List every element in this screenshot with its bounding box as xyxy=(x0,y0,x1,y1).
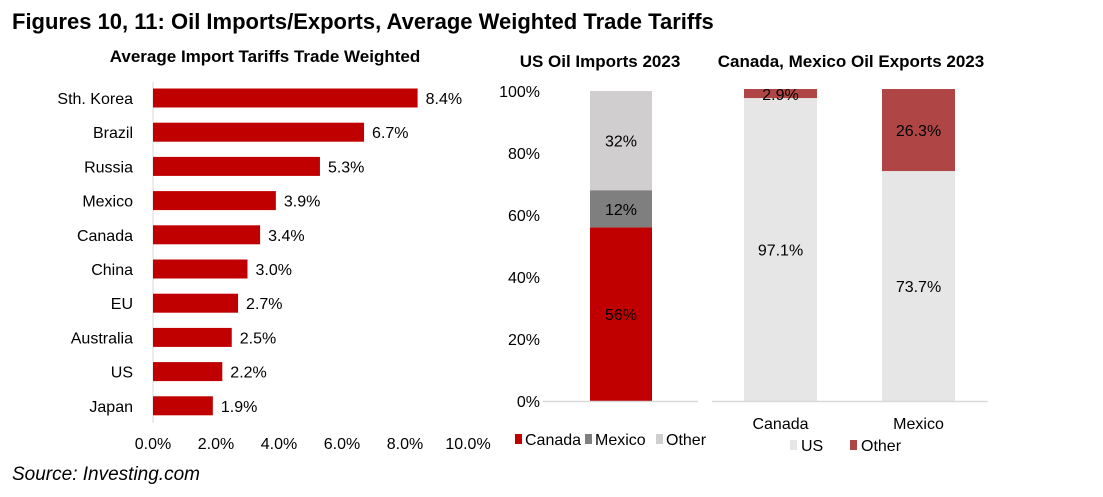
bar xyxy=(153,293,239,313)
category-label: Japan xyxy=(89,399,133,416)
legend-label: US xyxy=(801,438,823,455)
bar xyxy=(153,156,320,176)
segment-label: 97.1% xyxy=(758,243,803,260)
legend-swatch xyxy=(515,434,522,444)
bar xyxy=(153,191,276,211)
bar xyxy=(153,225,261,245)
legend-swatch xyxy=(790,440,797,450)
bar xyxy=(153,122,365,142)
x-tick-label: 2.0% xyxy=(198,436,234,453)
tariff-bar-chart: Average Import Tariffs Trade Weighted Sth… xyxy=(57,47,490,453)
category-label: Sth. Korea xyxy=(57,91,133,108)
data-label: 1.9% xyxy=(221,399,257,416)
bar xyxy=(153,259,248,279)
exports-chart: Canada, Mexico Oil Exports 2023 97.1% 2.9%… xyxy=(712,52,988,455)
legend-label: Mexico xyxy=(595,432,646,449)
category-label: Mexico xyxy=(82,194,133,211)
y-tick-label: 0% xyxy=(517,394,540,411)
x-tick-label: 0.0% xyxy=(135,436,171,453)
category-label: EU xyxy=(111,296,133,313)
category-label: Canada xyxy=(77,228,133,245)
y-tick-label: 100% xyxy=(499,84,540,101)
legend-swatch xyxy=(656,434,663,444)
x-category-label: Canada xyxy=(752,416,808,433)
figure-title: Figures 10, 11: Oil Imports/Exports, Ave… xyxy=(12,9,714,34)
x-tick-label: 10.0% xyxy=(445,436,490,453)
bar xyxy=(153,88,418,108)
chart-title: Canada, Mexico Oil Exports 2023 xyxy=(718,52,984,71)
bar xyxy=(153,396,213,416)
segment-label: 26.3% xyxy=(896,123,941,140)
bar xyxy=(153,327,232,347)
y-tick-label: 60% xyxy=(508,208,540,225)
segment-label: 56% xyxy=(605,307,637,324)
source-note: Source: Investing.com xyxy=(12,464,200,485)
category-label: Brazil xyxy=(93,125,133,142)
segment-label: 12% xyxy=(605,202,637,219)
y-tick-label: 40% xyxy=(508,270,540,287)
bar-segment-other xyxy=(882,89,955,172)
bar-segment-us xyxy=(882,171,955,401)
data-label: 3.0% xyxy=(256,262,292,279)
legend-label: Other xyxy=(861,438,902,455)
category-label: China xyxy=(91,262,133,279)
bar-segment-other xyxy=(590,91,652,191)
legend-label: Other xyxy=(666,432,707,449)
data-label: 8.4% xyxy=(426,91,462,108)
x-tick-label: 6.0% xyxy=(324,436,360,453)
chart-title: Average Import Tariffs Trade Weighted xyxy=(110,47,420,66)
data-label: 3.4% xyxy=(268,228,304,245)
segment-label: 2.9% xyxy=(762,87,798,104)
category-label: Australia xyxy=(71,330,133,347)
segment-label: 32% xyxy=(605,134,637,151)
bar-segment-us xyxy=(744,98,817,401)
bar-segment-other xyxy=(744,89,817,99)
x-tick-label: 4.0% xyxy=(261,436,297,453)
bar xyxy=(153,362,223,382)
data-label: 6.7% xyxy=(372,125,408,142)
legend-swatch xyxy=(850,440,857,450)
x-tick-label: 8.0% xyxy=(387,436,423,453)
data-label: 5.3% xyxy=(328,159,364,176)
data-label: 2.5% xyxy=(240,330,276,347)
legend-label: Canada xyxy=(525,432,581,449)
y-tick-label: 20% xyxy=(508,332,540,349)
category-label: US xyxy=(111,365,133,382)
bar-segment-mexico xyxy=(590,190,652,228)
us-imports-chart: US Oil Imports 2023 0% 20% 40% 60% 80% 100% 56%… xyxy=(499,52,707,449)
bar-segment-canada xyxy=(590,227,652,401)
legend-swatch xyxy=(585,434,592,444)
data-label: 2.7% xyxy=(246,296,282,313)
x-category-label: Mexico xyxy=(893,416,944,433)
data-label: 2.2% xyxy=(230,365,266,382)
data-label: 3.9% xyxy=(284,194,320,211)
segment-label: 73.7% xyxy=(896,279,941,296)
chart-title: US Oil Imports 2023 xyxy=(520,52,681,71)
y-tick-label: 80% xyxy=(508,146,540,163)
category-label: Russia xyxy=(84,159,133,176)
